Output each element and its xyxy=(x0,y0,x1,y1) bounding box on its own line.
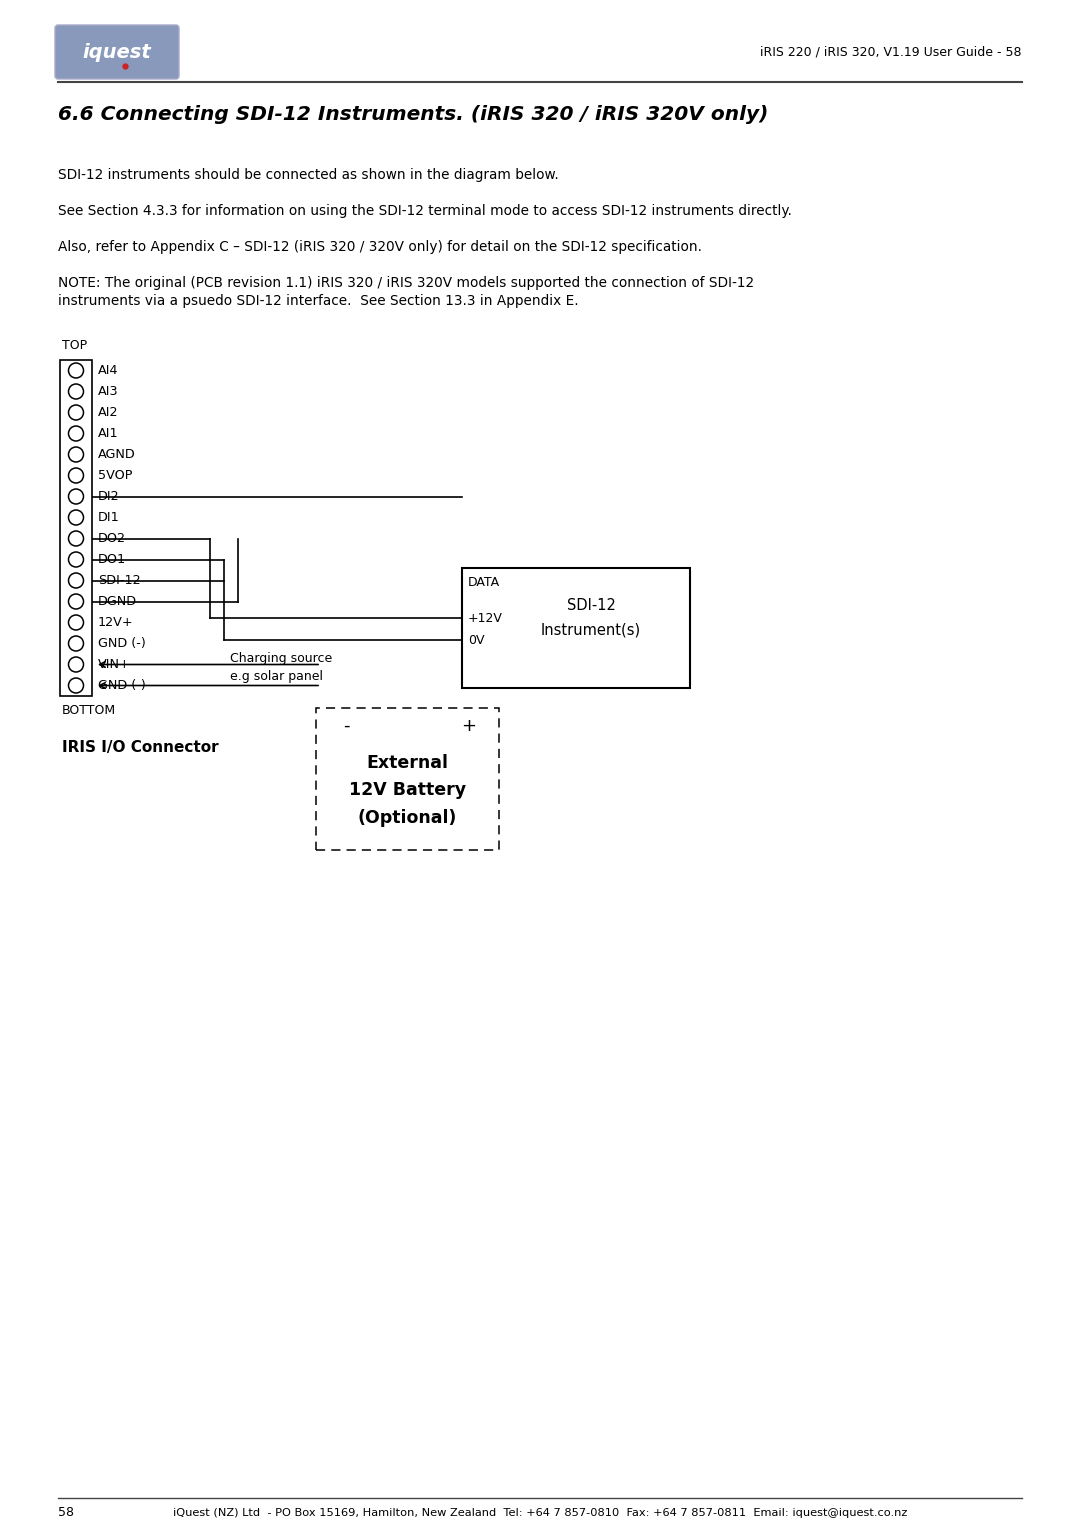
Text: DI1: DI1 xyxy=(98,510,120,524)
Circle shape xyxy=(68,678,83,694)
Text: SDI-12 instruments should be connected as shown in the diagram below.: SDI-12 instruments should be connected a… xyxy=(58,168,558,182)
FancyBboxPatch shape xyxy=(55,24,179,79)
Text: e.g solar panel: e.g solar panel xyxy=(230,669,324,683)
Circle shape xyxy=(68,510,83,526)
Circle shape xyxy=(68,364,83,377)
Circle shape xyxy=(68,657,83,672)
Text: TOP: TOP xyxy=(62,339,87,351)
Circle shape xyxy=(68,594,83,610)
Text: DO2: DO2 xyxy=(98,532,126,545)
Text: iquest: iquest xyxy=(83,43,151,61)
Text: 0V: 0V xyxy=(468,634,485,646)
Text: 6.6 Connecting SDI-12 Instruments. (iRIS 320 / iRIS 320V only): 6.6 Connecting SDI-12 Instruments. (iRIS… xyxy=(58,105,768,124)
Text: IRIS I/O Connector: IRIS I/O Connector xyxy=(62,740,218,755)
Text: instruments via a psuedo SDI-12 interface.  See Section 13.3 in Appendix E.: instruments via a psuedo SDI-12 interfac… xyxy=(58,293,579,309)
Text: DI2: DI2 xyxy=(98,490,120,503)
Text: 12V Battery: 12V Battery xyxy=(349,781,467,799)
Circle shape xyxy=(68,552,83,567)
Circle shape xyxy=(68,636,83,651)
Text: iRIS 220 / iRIS 320, V1.19 User Guide - 58: iRIS 220 / iRIS 320, V1.19 User Guide - … xyxy=(760,46,1022,58)
Text: AI4: AI4 xyxy=(98,364,119,377)
Text: +12V: +12V xyxy=(468,611,503,625)
Bar xyxy=(60,361,92,695)
Circle shape xyxy=(68,573,83,588)
Circle shape xyxy=(68,532,83,545)
Circle shape xyxy=(68,489,83,504)
Text: External: External xyxy=(366,753,448,772)
Text: -: - xyxy=(342,717,349,735)
Text: AGND: AGND xyxy=(98,448,136,461)
Text: Instrument(s): Instrument(s) xyxy=(541,622,642,637)
Text: AI1: AI1 xyxy=(98,426,119,440)
Circle shape xyxy=(68,405,83,420)
Text: Charging source: Charging source xyxy=(230,652,333,665)
Circle shape xyxy=(68,614,83,630)
Text: DGND: DGND xyxy=(98,594,137,608)
Text: (Optional): (Optional) xyxy=(357,808,457,827)
Text: BOTTOM: BOTTOM xyxy=(62,704,117,717)
Text: Also, refer to Appendix C – SDI-12 (iRIS 320 / 320V only) for detail on the SDI-: Also, refer to Appendix C – SDI-12 (iRIS… xyxy=(58,240,702,254)
Text: iQuest (NZ) Ltd  - PO Box 15169, Hamilton, New Zealand  Tel: +64 7 857-0810  Fax: iQuest (NZ) Ltd - PO Box 15169, Hamilton… xyxy=(173,1508,907,1517)
Text: GND (-): GND (-) xyxy=(98,637,146,649)
Circle shape xyxy=(68,384,83,399)
Text: +: + xyxy=(461,717,476,735)
Text: AI3: AI3 xyxy=(98,385,119,397)
Text: GND (-): GND (-) xyxy=(98,678,146,692)
Text: DO1: DO1 xyxy=(98,553,126,565)
Text: DATA: DATA xyxy=(468,576,500,588)
Circle shape xyxy=(68,468,83,483)
Bar xyxy=(316,707,499,850)
Text: SDI-12: SDI-12 xyxy=(567,599,616,614)
Circle shape xyxy=(68,448,83,461)
Text: 12V+: 12V+ xyxy=(98,616,134,630)
Text: See Section 4.3.3 for information on using the SDI-12 terminal mode to access SD: See Section 4.3.3 for information on usi… xyxy=(58,205,792,219)
Text: NOTE: The original (PCB revision 1.1) iRIS 320 / iRIS 320V models supported the : NOTE: The original (PCB revision 1.1) iR… xyxy=(58,277,754,290)
Text: 58: 58 xyxy=(58,1507,75,1519)
Text: SDI-12: SDI-12 xyxy=(98,575,140,587)
Circle shape xyxy=(68,426,83,442)
Text: AI2: AI2 xyxy=(98,406,119,419)
Text: VIN+: VIN+ xyxy=(98,659,131,671)
Text: 5VOP: 5VOP xyxy=(98,469,133,481)
Bar xyxy=(462,568,690,688)
